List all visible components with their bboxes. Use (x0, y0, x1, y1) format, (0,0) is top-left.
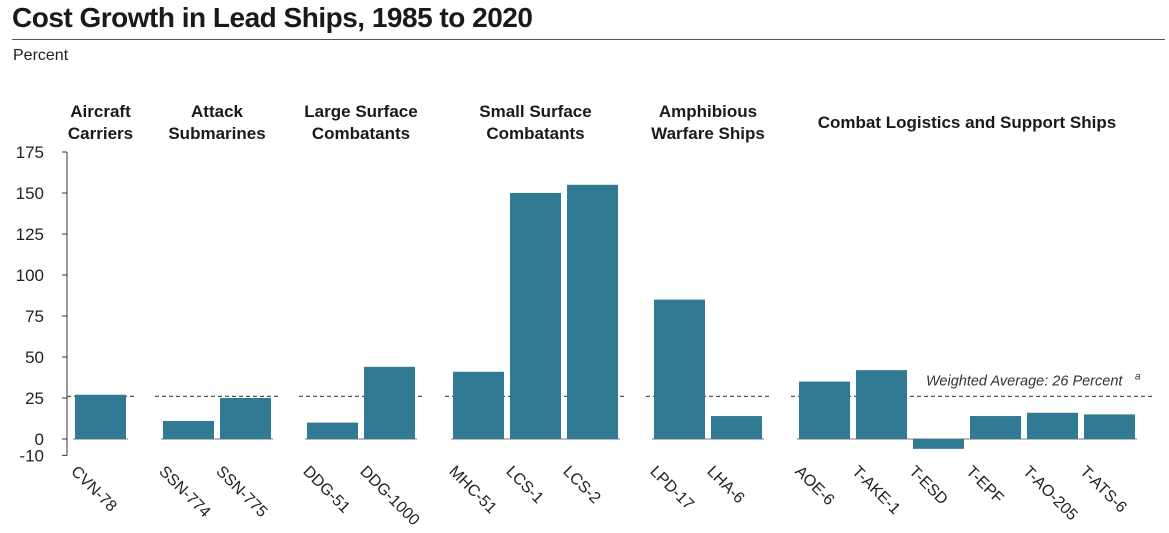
group-header: Attack (191, 102, 244, 121)
category-label: DDG-1000 (356, 463, 422, 529)
group-header: Submarines (168, 124, 265, 143)
category-label: LPD-17 (646, 463, 696, 513)
bar (75, 394, 126, 439)
y-tick-label: 100 (16, 266, 44, 285)
group-header: Combat Logistics and Support Ships (818, 113, 1116, 132)
category-label: CVN-78 (67, 463, 119, 515)
group-header: Carriers (68, 124, 133, 143)
bar (364, 366, 415, 439)
bar (510, 193, 561, 439)
group-header: Aircraft (70, 102, 131, 121)
group-header: Warfare Ships (651, 124, 765, 143)
title-divider (12, 39, 1165, 40)
bar (453, 371, 504, 439)
category-label: DDG-51 (299, 463, 353, 517)
bar (567, 184, 618, 439)
group-header: Large Surface (304, 102, 417, 121)
group-header: Combatants (312, 124, 410, 143)
group-header: Amphibious (659, 102, 757, 121)
category-label: T-ESD (905, 463, 950, 508)
category-label: T-ATS-6 (1076, 463, 1129, 516)
chart-title: Cost Growth in Lead Ships, 1985 to 2020 (12, 2, 533, 33)
y-tick-label: 25 (25, 389, 44, 408)
category-label: LHA-6 (703, 463, 747, 507)
y-tick-label: 50 (25, 348, 44, 367)
bar (913, 439, 964, 449)
category-label: LCS-1 (502, 463, 546, 507)
bar (307, 422, 358, 439)
bar (856, 370, 907, 439)
group-header: Small Surface (479, 102, 591, 121)
category-label: T-EPF (962, 463, 1006, 507)
weighted-average-footnote: a (1135, 371, 1141, 382)
group-header: Combatants (486, 124, 584, 143)
category-label: LCS-2 (559, 463, 603, 507)
y-tick-label: 150 (16, 184, 44, 203)
bar (1027, 412, 1078, 439)
bar (1084, 414, 1135, 439)
y-tick-label: 125 (16, 225, 44, 244)
category-label: SSN-774 (155, 463, 213, 521)
category-label: T-AO-205 (1019, 463, 1080, 524)
y-tick-label: 0 (35, 430, 44, 449)
bar (220, 398, 271, 439)
y-tick-label: 75 (25, 307, 44, 326)
y-tick-label: 175 (16, 143, 44, 162)
bar (163, 420, 214, 439)
bar (654, 299, 705, 439)
category-label: T-AKE-1 (848, 463, 903, 518)
weighted-average-label: Weighted Average: 26 Percent (926, 373, 1123, 389)
y-tick-label: -10 (19, 446, 44, 465)
bar (799, 381, 850, 439)
category-label: MHC-51 (445, 463, 499, 517)
bar (970, 416, 1021, 439)
bar (711, 416, 762, 439)
category-label: AOE-6 (791, 463, 837, 509)
category-label: SSN-775 (212, 463, 270, 521)
y-axis-unit-label: Percent (13, 47, 69, 64)
